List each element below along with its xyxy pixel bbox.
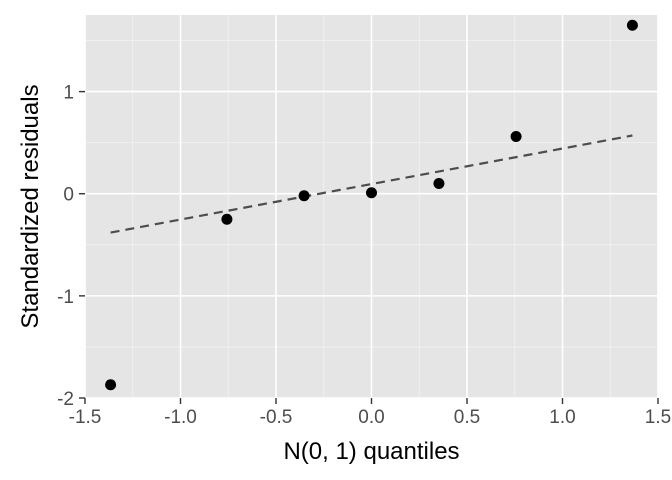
reference-line-layer [110, 134, 633, 234]
y-axis: -2 -1 0 1 [57, 83, 85, 410]
y-tick-label: -1 [57, 287, 74, 308]
data-point [105, 379, 117, 391]
x-tick-label: -1.0 [164, 407, 197, 428]
reference-line [110, 134, 633, 234]
y-tick-label: 0 [63, 185, 74, 206]
y-tick-label: 1 [63, 83, 74, 104]
data-point [626, 19, 638, 31]
data-point [366, 187, 377, 199]
x-tick-label: 1.5 [645, 407, 671, 428]
data-points [105, 19, 638, 391]
y-tick-label: -2 [57, 389, 74, 410]
x-tick-label: 1.0 [549, 407, 575, 428]
y-axis-title: Standardized residuals [17, 84, 44, 328]
x-axis-title: N(0, 1) quantiles [283, 438, 459, 465]
x-tick-label: 0.0 [358, 407, 384, 428]
x-tick-label: -0.5 [260, 407, 293, 428]
data-point [433, 178, 445, 190]
data-point [298, 190, 310, 202]
x-tick-label: 0.5 [454, 407, 480, 428]
data-point [510, 131, 522, 143]
data-point [221, 213, 233, 225]
x-axis: -1.5 -1.0 -0.5 0.0 0.5 1.0 1.5 [69, 398, 671, 428]
x-tick-label: -1.5 [69, 407, 102, 428]
